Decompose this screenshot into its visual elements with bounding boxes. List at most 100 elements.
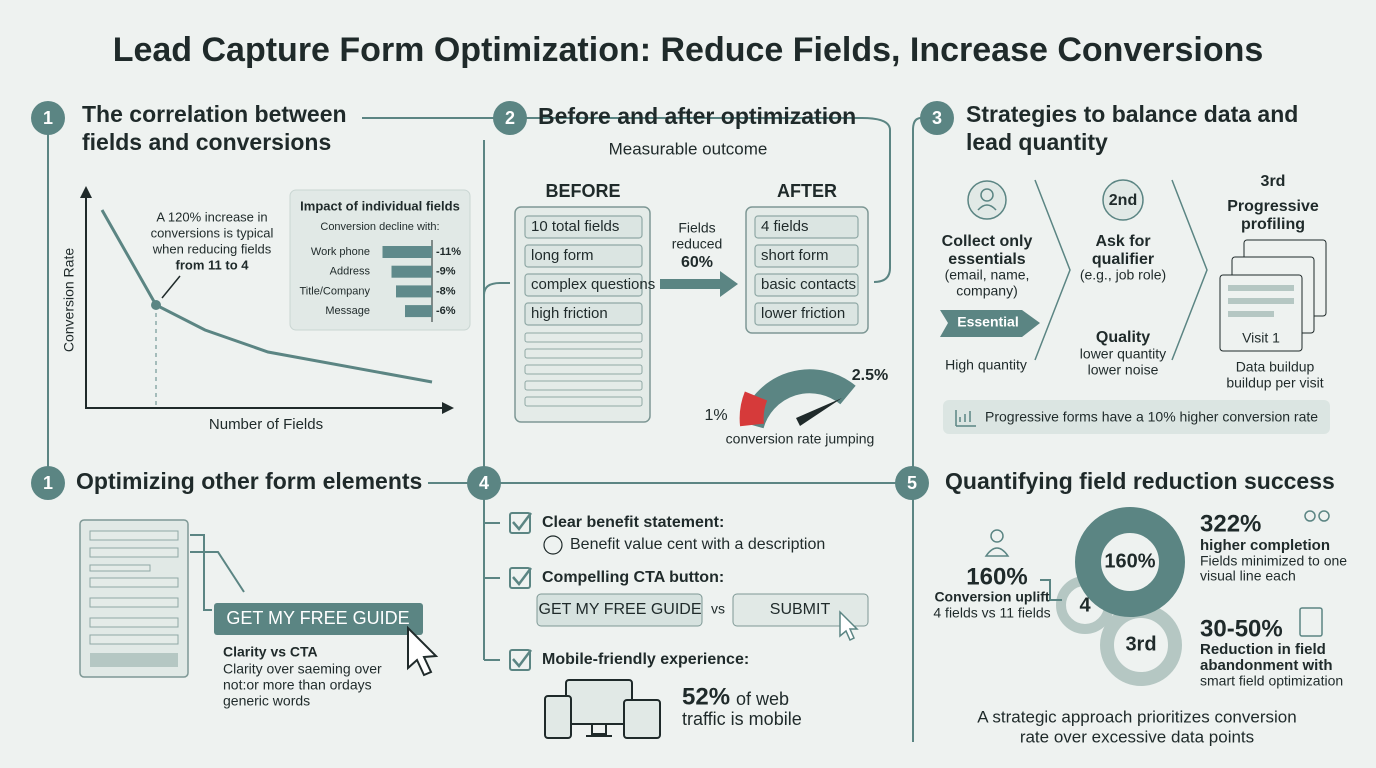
annotation: conversions is typical bbox=[151, 225, 274, 240]
step-foot: buildup per visit bbox=[1226, 375, 1323, 391]
decoration bbox=[524, 348, 643, 359]
decoration bbox=[895, 466, 929, 500]
stat: 160% bbox=[966, 563, 1027, 590]
stat-text: traffic is mobile bbox=[682, 709, 802, 729]
step-badge: 2nd bbox=[1109, 192, 1137, 209]
step-title: qualifier bbox=[1092, 251, 1154, 268]
y-axis-label: Conversion Rate bbox=[61, 248, 77, 352]
decoration bbox=[796, 398, 842, 426]
decoration bbox=[912, 117, 922, 131]
bar-label: Work phone bbox=[311, 246, 370, 258]
step-foot: lower noise bbox=[1088, 362, 1159, 378]
field-label: long form bbox=[531, 247, 594, 264]
step-number: 3 bbox=[932, 108, 942, 128]
caption: not:or more than ordays bbox=[223, 677, 372, 693]
field-label: 10 total fields bbox=[531, 218, 619, 235]
section-title: Before and after optimization bbox=[538, 103, 856, 129]
arrow-text: Fields bbox=[678, 220, 715, 236]
decoration bbox=[512, 512, 532, 531]
field-box bbox=[754, 244, 859, 268]
field-label: lower friction bbox=[761, 305, 845, 322]
annotation: from 11 to 4 bbox=[176, 257, 250, 272]
decoration bbox=[940, 310, 1040, 337]
decoration bbox=[1299, 607, 1323, 637]
decoration bbox=[732, 593, 869, 627]
decoration bbox=[980, 188, 994, 202]
decoration bbox=[509, 567, 531, 589]
arrow-text: reduced bbox=[672, 236, 723, 252]
decoration bbox=[526, 117, 891, 283]
stat: 52% bbox=[682, 683, 730, 710]
stat-detail: smart field optimization bbox=[1200, 673, 1343, 689]
decoration bbox=[509, 512, 531, 534]
decoration bbox=[660, 271, 738, 297]
gauge-min: 1% bbox=[704, 407, 727, 424]
step-number: 1 bbox=[43, 108, 53, 128]
field-label: basic contacts bbox=[761, 276, 856, 293]
footer: A strategic approach prioritizes convers… bbox=[977, 707, 1296, 726]
decoration bbox=[190, 534, 245, 611]
cta-button[interactable]: GET MY FREE GUIDE bbox=[226, 608, 409, 628]
decoration bbox=[89, 597, 179, 608]
decoration bbox=[89, 634, 179, 645]
decoration bbox=[1228, 298, 1294, 304]
page-title: Lead Capture Form Optimization: Reduce F… bbox=[113, 31, 1264, 69]
cta-button[interactable]: GET MY FREE GUIDE bbox=[539, 601, 702, 618]
decoration bbox=[407, 625, 439, 677]
bar-label: Address bbox=[330, 266, 371, 278]
decoration bbox=[483, 140, 510, 467]
stat-detail: visual line each bbox=[1200, 568, 1296, 584]
decoration bbox=[90, 653, 178, 667]
field-box bbox=[754, 273, 859, 297]
submit-button[interactable]: SUBMIT bbox=[770, 601, 831, 618]
decoration bbox=[151, 300, 161, 310]
check-title: Mobile-friendly experience: bbox=[542, 651, 749, 668]
step-title: Ask for bbox=[1095, 233, 1150, 250]
annotation: when reducing fields bbox=[152, 241, 272, 256]
bar-label: Message bbox=[325, 305, 370, 317]
step-badge: 3rd bbox=[1261, 173, 1286, 190]
decoration: Work phone -11% Address -9% Title/Company -8%… bbox=[299, 240, 461, 322]
bar bbox=[396, 285, 432, 298]
field-box bbox=[524, 244, 643, 268]
stat-text: of web bbox=[736, 689, 789, 709]
decoration bbox=[89, 564, 151, 572]
ring-label: 160% bbox=[1104, 550, 1155, 572]
decoration bbox=[493, 101, 527, 135]
decoration bbox=[89, 530, 179, 541]
decoration bbox=[977, 204, 997, 211]
field-label: high friction bbox=[531, 305, 608, 322]
after-label: AFTER bbox=[777, 181, 837, 201]
bar bbox=[391, 265, 432, 278]
bar bbox=[405, 305, 432, 318]
decoration bbox=[739, 391, 768, 427]
decoration bbox=[524, 380, 643, 391]
decoration bbox=[214, 603, 423, 635]
step-foot-title: Quality bbox=[1096, 329, 1150, 346]
decoration bbox=[1171, 179, 1208, 361]
decoration bbox=[100, 209, 433, 384]
step-title: Progressive bbox=[1227, 198, 1319, 215]
decoration bbox=[524, 364, 643, 375]
stat-detail: 4 fields vs 11 fields bbox=[933, 605, 1050, 621]
decoration bbox=[955, 410, 976, 427]
value-label: -8% bbox=[436, 285, 456, 297]
field-box bbox=[754, 215, 859, 239]
decoration bbox=[990, 529, 1004, 543]
decoration bbox=[89, 617, 179, 628]
section-title: Quantifying field reduction success bbox=[945, 468, 1335, 494]
decoration bbox=[920, 101, 954, 135]
stat: 30-50% bbox=[1200, 615, 1283, 642]
ring-label: 3rd bbox=[1125, 633, 1156, 655]
bar-label: Title/Company bbox=[299, 285, 370, 297]
step-number: 5 bbox=[907, 473, 917, 493]
section-title: fields and conversions bbox=[82, 129, 331, 155]
section-title: Strategies to balance data and bbox=[966, 101, 1298, 127]
gauge-max: 2.5% bbox=[852, 367, 888, 384]
bar bbox=[382, 246, 432, 258]
step-number: 1 bbox=[43, 473, 53, 493]
before-label: BEFORE bbox=[545, 181, 620, 201]
section-subtitle: Measurable outcome bbox=[609, 139, 768, 158]
decoration bbox=[586, 724, 612, 737]
decoration bbox=[984, 547, 1010, 557]
